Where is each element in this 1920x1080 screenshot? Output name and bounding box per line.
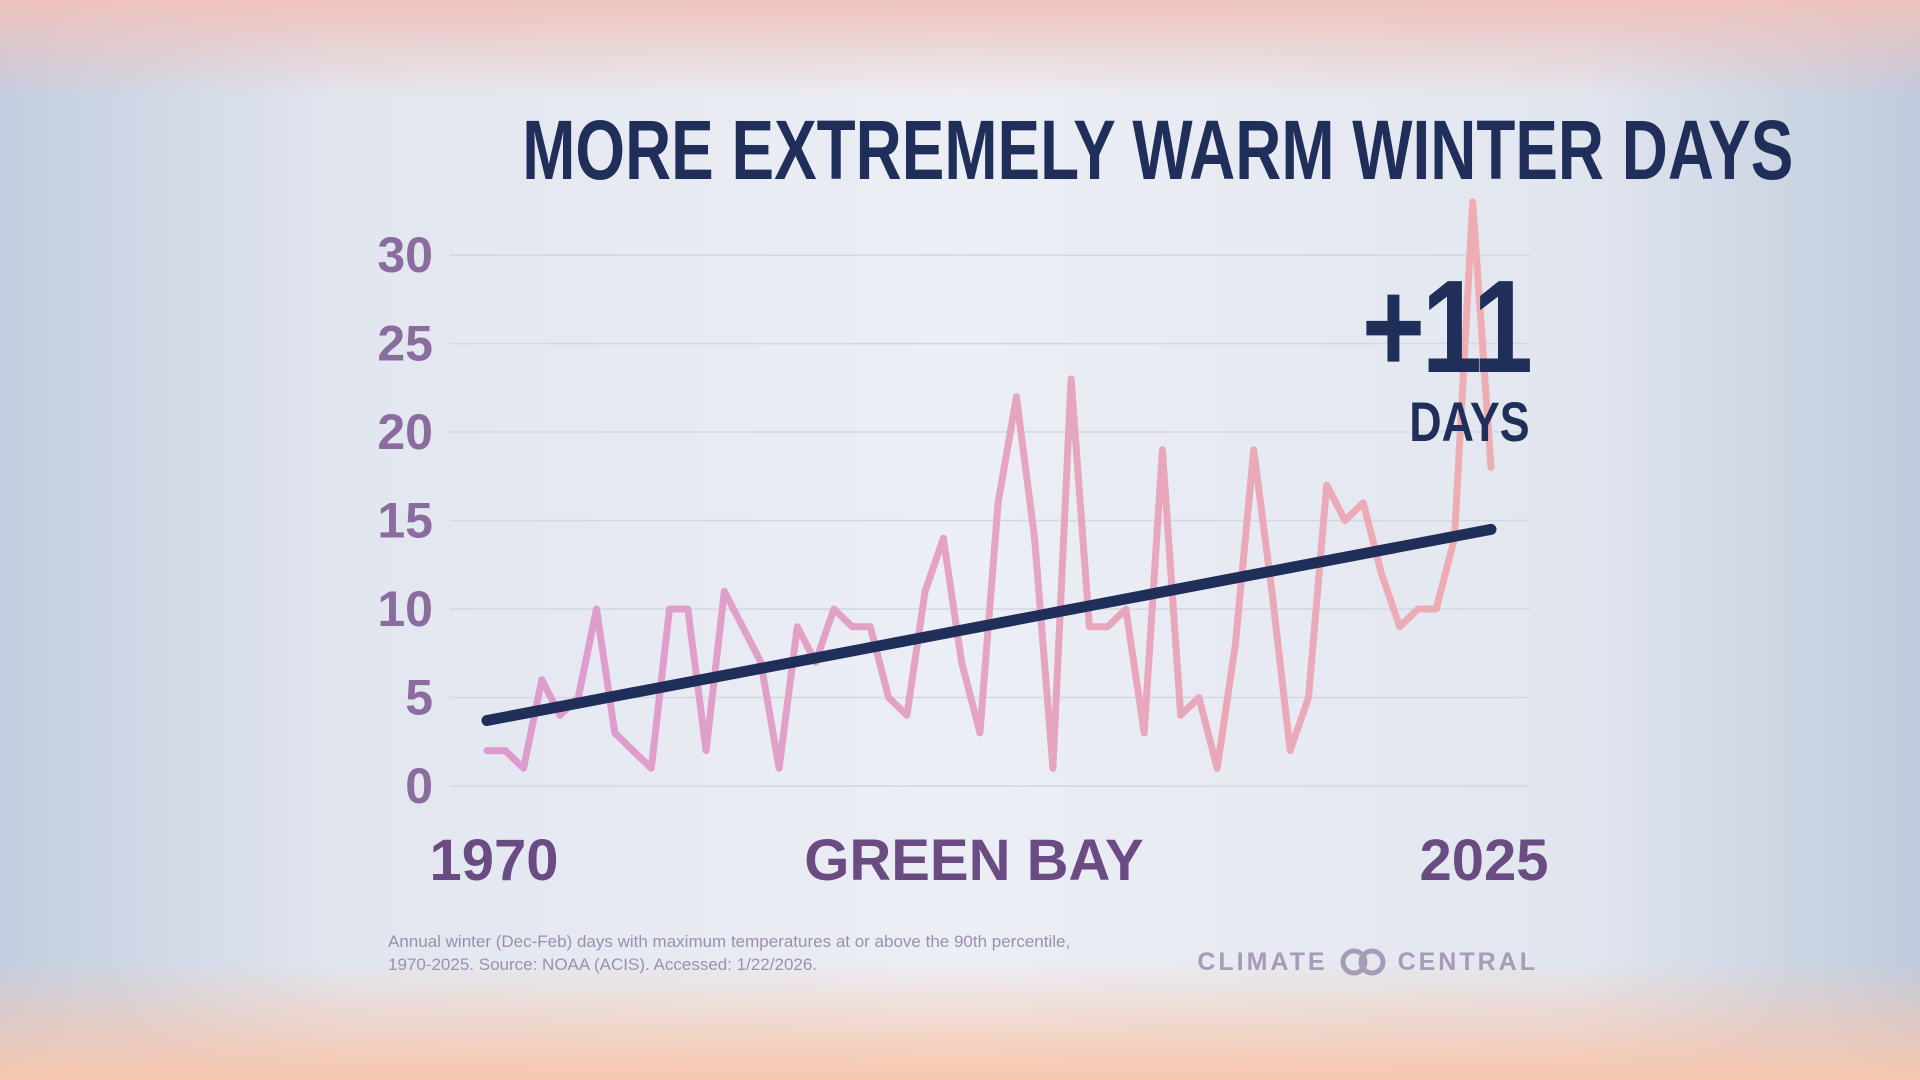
x-start-label: 1970 [429,828,558,893]
data-point [560,715,561,716]
logo-text-left: CLIMATE [1197,947,1328,976]
data-point [1034,538,1035,539]
data-point [669,609,670,610]
data-point [943,538,944,539]
data-point [742,626,743,627]
data-point [1344,520,1345,521]
data-point [1399,626,1400,627]
data-point [1125,609,1126,610]
y-tick-label: 5 [405,670,433,726]
climate-central-logo: CLIMATE CENTRAL [1197,944,1538,980]
data-point [505,750,506,751]
data-point [1417,609,1418,610]
data-point [1198,697,1199,698]
data-point [1326,485,1327,486]
data-point [1235,644,1236,645]
data-point [1107,626,1108,627]
data-point [979,732,980,733]
data-point [523,768,524,769]
data-point [852,626,853,627]
data-point [1271,591,1272,592]
data-point [1052,768,1053,769]
data-point [541,679,542,680]
data-point [1381,573,1382,574]
data-point [906,715,907,716]
data-point [633,750,634,751]
logo-text-right: CENTRAL [1397,947,1538,976]
y-tick-label: 10 [377,581,433,637]
data-point [1144,732,1145,733]
data-point [1363,502,1364,503]
data-point [1217,768,1218,769]
data-point [760,662,761,663]
data-point [487,750,488,751]
data-point [888,697,889,698]
data-point [687,609,688,610]
y-tick-label: 20 [377,404,433,460]
y-tick-label: 30 [377,227,433,283]
y-tick-label: 0 [405,758,433,814]
source-note: Annual winter (Dec-Feb) days with maximu… [388,930,1188,976]
data-point [925,591,926,592]
data-point [614,732,615,733]
data-point [1162,449,1163,450]
y-tick-label: 25 [377,316,433,372]
callout-unit: DAYS [1409,390,1530,453]
data-point [961,662,962,663]
data-point [1308,697,1309,698]
trend-line [481,523,1497,727]
y-tick-label: 15 [377,493,433,549]
data-point [779,768,780,769]
data-point [1436,609,1437,610]
x-axis-label: GREEN BAY [804,828,1144,893]
data-point [797,626,798,627]
x-end-label: 2025 [1419,828,1548,893]
source-note-line-2: 1970-2025. Source: NOAA (ACIS). Accessed… [388,955,818,974]
source-note-line-1: Annual winter (Dec-Feb) days with maximu… [388,932,1071,951]
data-point [1016,396,1017,397]
data-point [1290,750,1291,751]
trend-change-callout: +11 DAYS [1325,253,1533,453]
data-point [1089,626,1090,627]
data-point [706,750,707,751]
data-point [724,591,725,592]
callout-value: +11 [1362,253,1533,400]
data-point [1253,449,1254,450]
data-point [833,609,834,610]
y-axis-ticks: 0 5 10 15 20 25 30 [377,227,433,814]
data-point [1071,378,1072,379]
data-point [1491,467,1492,468]
linked-rings-icon [1340,948,1386,976]
data-point [870,626,871,627]
data-point [1180,715,1181,716]
data-point [1472,202,1473,203]
data-point [596,609,597,610]
data-point [998,502,999,503]
data-point [651,768,652,769]
series-line-warm-days [483,198,1495,772]
